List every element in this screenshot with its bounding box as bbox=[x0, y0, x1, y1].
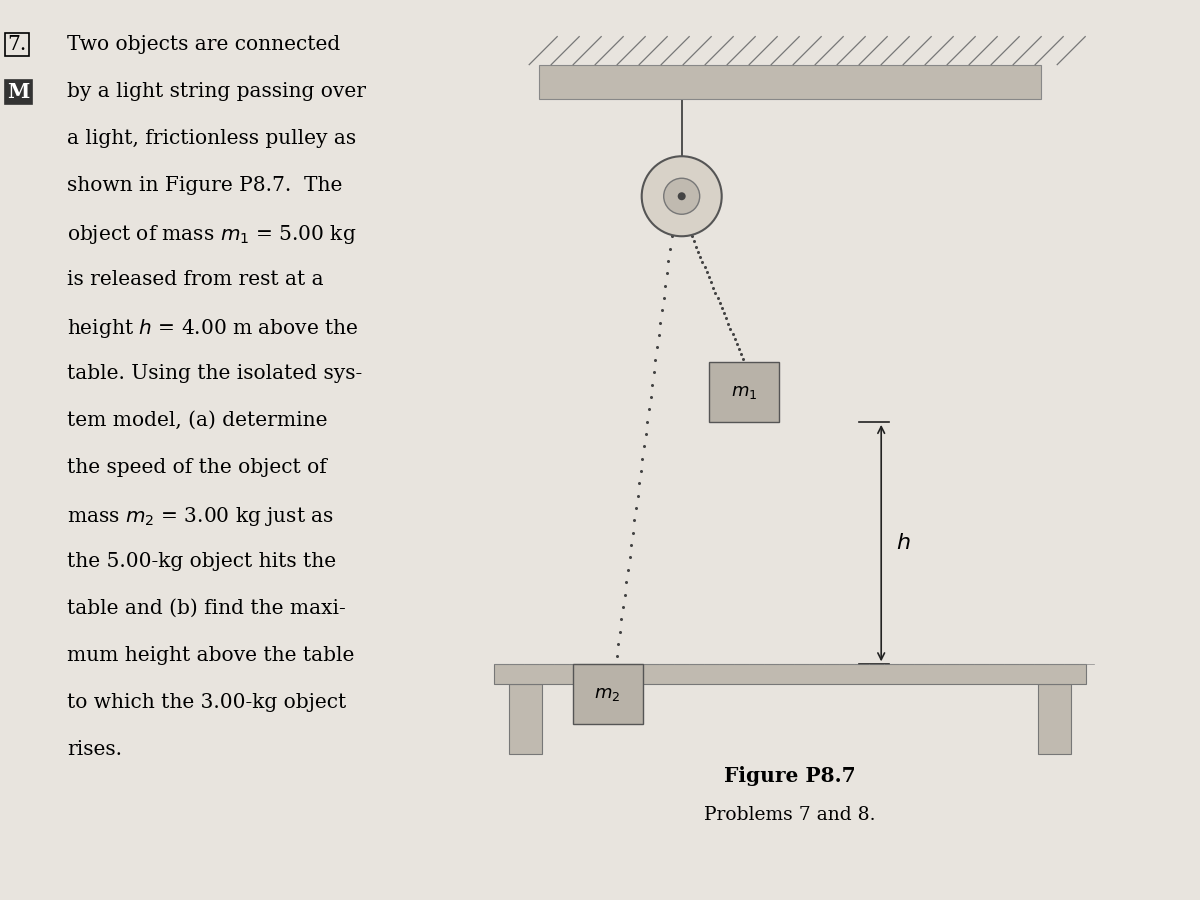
Text: $m_1$: $m_1$ bbox=[731, 383, 757, 401]
Text: $h$: $h$ bbox=[896, 532, 911, 554]
Text: tem model, (a) determine: tem model, (a) determine bbox=[67, 411, 328, 430]
Circle shape bbox=[664, 178, 700, 214]
Text: Problems 7 and 8.: Problems 7 and 8. bbox=[704, 806, 876, 824]
Text: mass $m_2$ = 3.00 kg just as: mass $m_2$ = 3.00 kg just as bbox=[67, 505, 334, 528]
Text: height $h$ = 4.00 m above the: height $h$ = 4.00 m above the bbox=[67, 317, 359, 340]
Text: rises.: rises. bbox=[67, 740, 122, 759]
Text: shown in Figure P8.7.  The: shown in Figure P8.7. The bbox=[67, 176, 342, 195]
Text: Two objects are connected: Two objects are connected bbox=[67, 35, 341, 54]
Bar bbox=[709, 362, 780, 422]
Text: by a light string passing over: by a light string passing over bbox=[67, 82, 366, 101]
Bar bbox=[572, 664, 643, 725]
Text: table. Using the isolated sys-: table. Using the isolated sys- bbox=[67, 364, 362, 383]
Bar bbox=[1038, 684, 1072, 754]
Text: is released from rest at a: is released from rest at a bbox=[67, 270, 324, 289]
Circle shape bbox=[678, 193, 685, 201]
Text: table and (b) find the maxi-: table and (b) find the maxi- bbox=[67, 599, 346, 618]
Bar bbox=[509, 684, 541, 754]
Text: $m_2$: $m_2$ bbox=[594, 685, 620, 703]
Text: to which the 3.00-kg object: to which the 3.00-kg object bbox=[67, 693, 347, 712]
Text: object of mass $m_1$ = 5.00 kg: object of mass $m_1$ = 5.00 kg bbox=[67, 223, 356, 246]
Text: 7.: 7. bbox=[7, 35, 26, 54]
Bar bbox=[539, 65, 1040, 99]
Text: Figure P8.7: Figure P8.7 bbox=[724, 767, 856, 787]
Text: the speed of the object of: the speed of the object of bbox=[67, 458, 326, 477]
Text: the 5.00-kg object hits the: the 5.00-kg object hits the bbox=[67, 552, 336, 571]
Circle shape bbox=[642, 157, 721, 236]
Text: mum height above the table: mum height above the table bbox=[67, 646, 354, 665]
Text: a light, frictionless pulley as: a light, frictionless pulley as bbox=[67, 129, 356, 148]
Text: M: M bbox=[7, 82, 29, 102]
Bar bbox=[493, 664, 1086, 684]
